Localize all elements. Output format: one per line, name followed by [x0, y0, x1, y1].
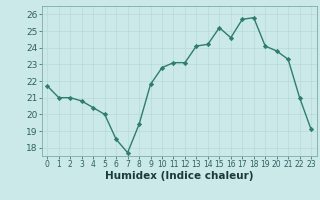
- X-axis label: Humidex (Indice chaleur): Humidex (Indice chaleur): [105, 171, 253, 181]
